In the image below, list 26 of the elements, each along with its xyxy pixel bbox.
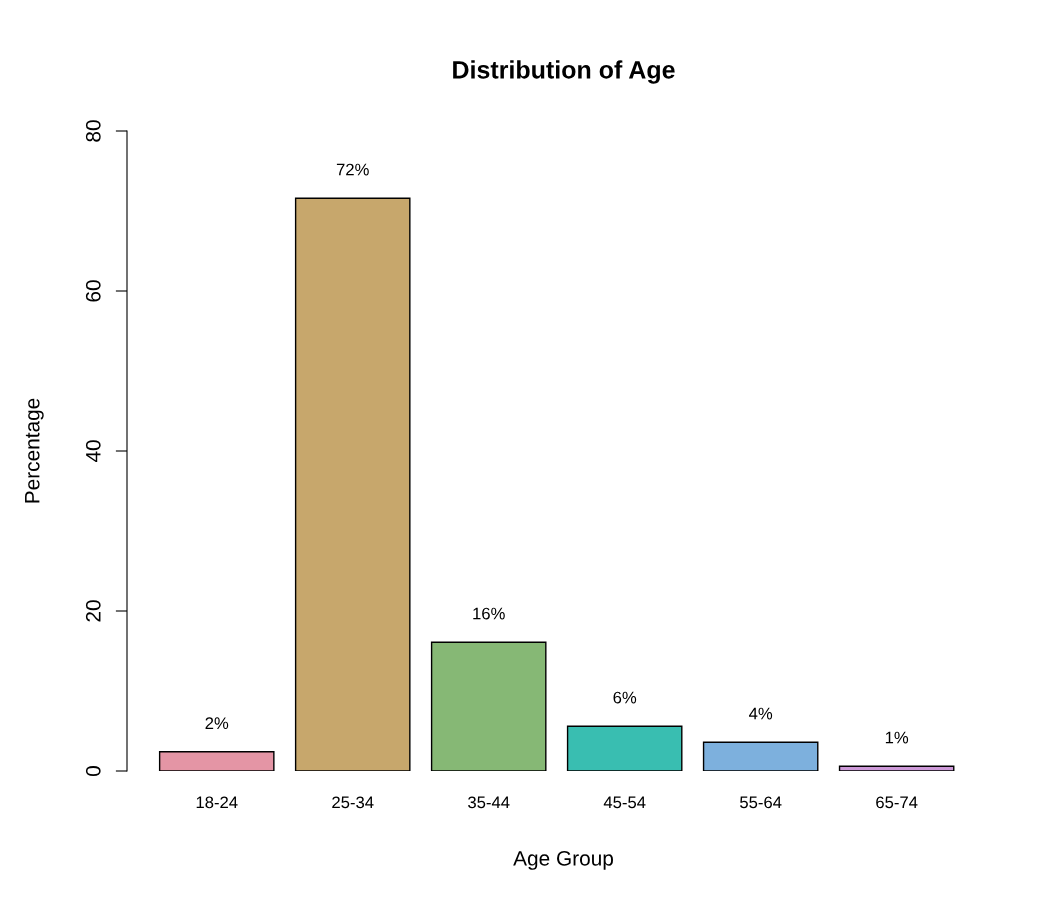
bar xyxy=(430,641,547,771)
x-tick-label: 45-54 xyxy=(603,796,646,809)
x-tick-label: 65-74 xyxy=(876,796,918,809)
bar xyxy=(838,765,955,771)
x-tick-label: 55-64 xyxy=(740,796,782,809)
y-tick-label: 20 xyxy=(85,600,101,622)
data-label: 1% xyxy=(885,731,909,744)
y-tick-label: 80 xyxy=(85,120,101,142)
bar xyxy=(702,741,819,771)
chart-title: Distribution of Age xyxy=(453,60,675,84)
bar xyxy=(294,197,411,771)
y-tick-label: 40 xyxy=(85,440,101,463)
x-axis-title: Age Group xyxy=(513,850,614,870)
y-axis-title: Percentage xyxy=(25,398,44,503)
data-label: 16% xyxy=(473,607,505,620)
y-tick-label: 60 xyxy=(85,280,101,302)
x-tick-label: 35-44 xyxy=(468,796,510,809)
bar xyxy=(158,751,275,771)
data-label: 6% xyxy=(613,691,637,704)
x-tick-label: 18-24 xyxy=(196,796,238,809)
data-label: 72% xyxy=(336,163,369,176)
x-tick-label: 25-34 xyxy=(332,796,374,809)
bar xyxy=(566,725,683,771)
data-label: 4% xyxy=(749,707,773,720)
data-label: 2% xyxy=(205,717,229,729)
y-tick-label: 0 xyxy=(85,766,101,776)
